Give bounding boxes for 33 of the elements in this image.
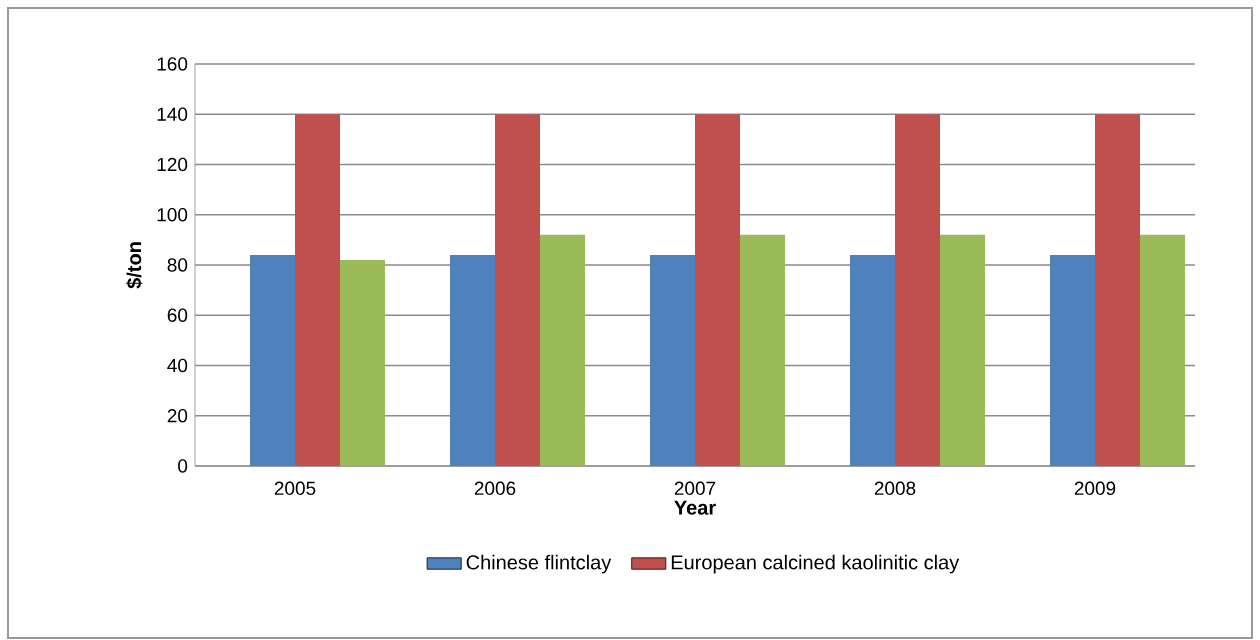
x-tick-label: 2008 xyxy=(874,481,916,496)
legend-label: Chinese flintclay xyxy=(466,554,612,574)
y-tick-label: 120 xyxy=(157,157,188,172)
bar xyxy=(340,259,385,466)
bar xyxy=(895,114,940,466)
y-tick-label: 100 xyxy=(157,208,188,222)
x-axis-title: Year xyxy=(674,500,716,515)
y-tick-label: 160 xyxy=(157,57,188,71)
bar xyxy=(695,114,740,466)
y-tick-label: 140 xyxy=(157,107,188,121)
x-tick-label: 2007 xyxy=(674,481,716,496)
bar xyxy=(1140,234,1185,466)
bar xyxy=(250,254,295,466)
bar xyxy=(295,114,340,466)
x-tick-label: 2009 xyxy=(1074,481,1116,496)
x-tick-label: 2005 xyxy=(274,481,316,496)
bar xyxy=(650,254,696,466)
y-tick-label: 40 xyxy=(167,358,188,373)
bar xyxy=(1095,114,1140,466)
legend-label: European calcined kaolinitic clay xyxy=(671,554,960,574)
y-axis-title: $/ton xyxy=(126,242,143,289)
y-tick-label: 0 xyxy=(178,459,188,473)
y-tick-label: 80 xyxy=(167,258,188,272)
y-tick-label: 60 xyxy=(167,308,188,322)
bar xyxy=(1050,254,1095,466)
y-tick-label: 20 xyxy=(167,409,188,423)
x-tick-label: 2006 xyxy=(474,481,516,496)
bar xyxy=(740,234,786,466)
bar xyxy=(495,114,540,466)
bar xyxy=(940,234,985,466)
bar xyxy=(850,254,895,466)
bar xyxy=(450,254,495,466)
bar xyxy=(540,234,585,466)
